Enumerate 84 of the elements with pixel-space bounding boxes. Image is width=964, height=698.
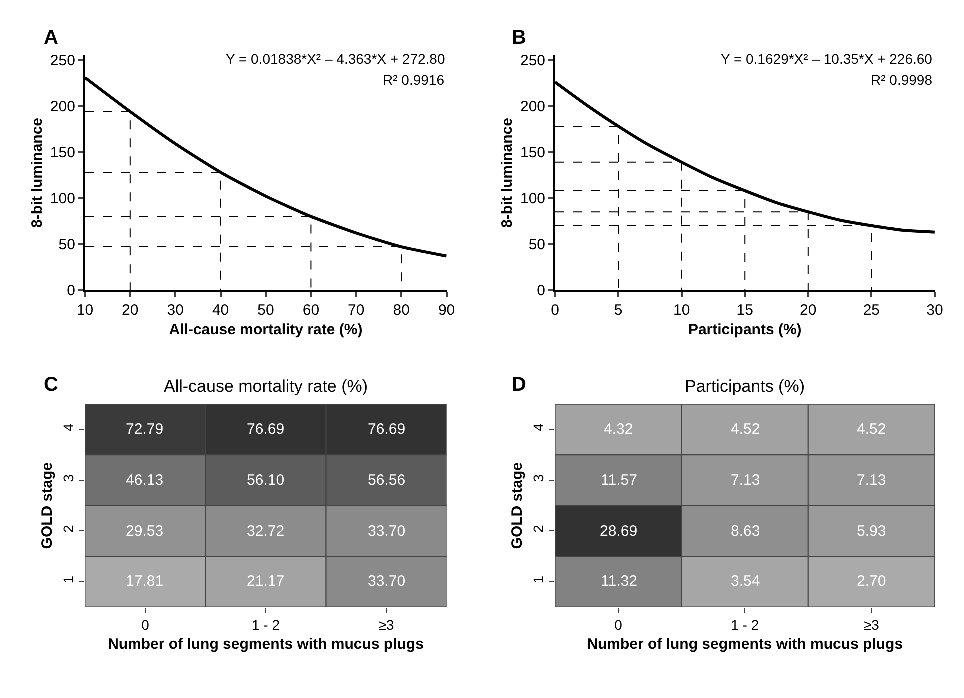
data-label: 72.79 [126,421,164,438]
x-tick-label: 0 [614,617,623,634]
y-tick-label: 250 [520,52,546,70]
data-label: 32.72 [247,523,285,540]
text: B [512,27,526,49]
data-label: 2.70 [857,573,886,590]
x-tick-label: ≥3 [864,617,880,634]
data-label: 56.10 [247,472,285,489]
x-tick-label: 25 [863,302,880,320]
annotation: R² 0.9998 [871,72,933,88]
text: D [512,374,526,396]
y-axis-title: GOLD stage [508,462,526,550]
x-tick-label: 80 [393,302,410,320]
data-label: 28.69 [600,523,638,540]
x-tick-label: 15 [736,302,754,320]
y-tick-label: 250 [50,52,76,70]
y-tick-label: 3 [530,474,547,482]
y-tick-label: 1 [60,576,77,584]
data-label: 7.13 [731,472,760,489]
data-label: 33.70 [368,523,406,540]
annotation: Y = 0.01838*X² – 4.363*X + 272.80 [226,51,446,67]
data-label: 7.13 [857,472,886,489]
y-axis-title: GOLD stage [38,462,56,550]
data-label: 21.17 [247,573,285,590]
x-tick-label: 5 [614,302,623,320]
x-tick-label: 1 - 2 [252,617,280,634]
text: A [44,27,58,49]
data-label: 76.69 [368,421,406,438]
y-tick-label: 150 [520,144,546,162]
x-tick-label: 20 [122,302,139,320]
data-label: 33.70 [368,573,406,590]
data-label: 56.56 [368,472,406,489]
y-axis-title: 8-bit luminance [499,118,516,228]
x-tick-label: 1 - 2 [731,617,760,634]
x-axis-title: All-cause mortality rate (%) [169,322,363,339]
x-tick-label: 10 [673,302,690,320]
y-tick-label: 4 [60,424,77,432]
x-tick-label: 50 [258,302,274,320]
data-label: 3.54 [731,573,760,590]
x-tick-label: 70 [348,302,365,320]
y-tick-label: 100 [50,190,76,208]
y-tick-label: 1 [530,576,547,584]
x-tick-label: 60 [302,302,320,320]
y-tick-label: 2 [530,525,547,533]
y-tick-label: 0 [67,282,76,300]
x-tick-label: 90 [438,302,456,320]
data-label: 4.52 [857,421,886,438]
x-axis-title: Participants (%) [688,322,802,339]
chart-title: All-cause mortality rate (%) [164,377,368,396]
data-label: 46.13 [126,472,164,489]
y-tick-label: 50 [528,236,546,254]
data-label: 11.57 [601,472,638,489]
x-tick-label: 10 [76,302,94,320]
y-tick-label: 2 [60,525,77,533]
x-tick-label: 40 [212,302,230,320]
x-axis-title: Number of lung segments with mucus plugs [587,636,904,654]
y-tick-label: 3 [60,474,77,482]
data-label: 17.81 [126,573,164,590]
data-label: 8.63 [731,523,760,540]
data-label: 5.93 [857,523,886,540]
x-tick-label: 0 [551,302,560,320]
data-label: 4.32 [604,421,634,438]
y-tick-label: 100 [520,190,546,208]
y-tick-label: 200 [520,98,546,116]
x-axis-title: Number of lung segments with mucus plugs [108,636,424,654]
x-tick-label: 30 [167,302,184,320]
x-tick-label: 30 [926,302,944,320]
y-tick-label: 200 [50,98,76,116]
x-tick-label: 0 [142,617,150,634]
text: C [44,374,58,396]
y-tick-label: 4 [530,424,547,432]
x-tick-label: 20 [800,302,817,320]
data-label: 4.52 [731,421,760,438]
y-tick-label: 0 [537,282,546,300]
x-tick-label: ≥3 [378,617,394,634]
chart-title: Participants (%) [685,377,805,396]
annotation: Y = 0.1629*X² – 10.35*X + 226.60 [721,51,933,67]
data-label: 29.53 [126,523,164,540]
annotation: R² 0.9916 [383,72,445,88]
data-label: 76.69 [247,421,285,438]
y-tick-label: 150 [50,144,76,162]
data-label: 11.32 [601,573,638,590]
y-axis-title: 8-bit luminance [29,118,46,228]
y-tick-label: 50 [58,236,76,254]
